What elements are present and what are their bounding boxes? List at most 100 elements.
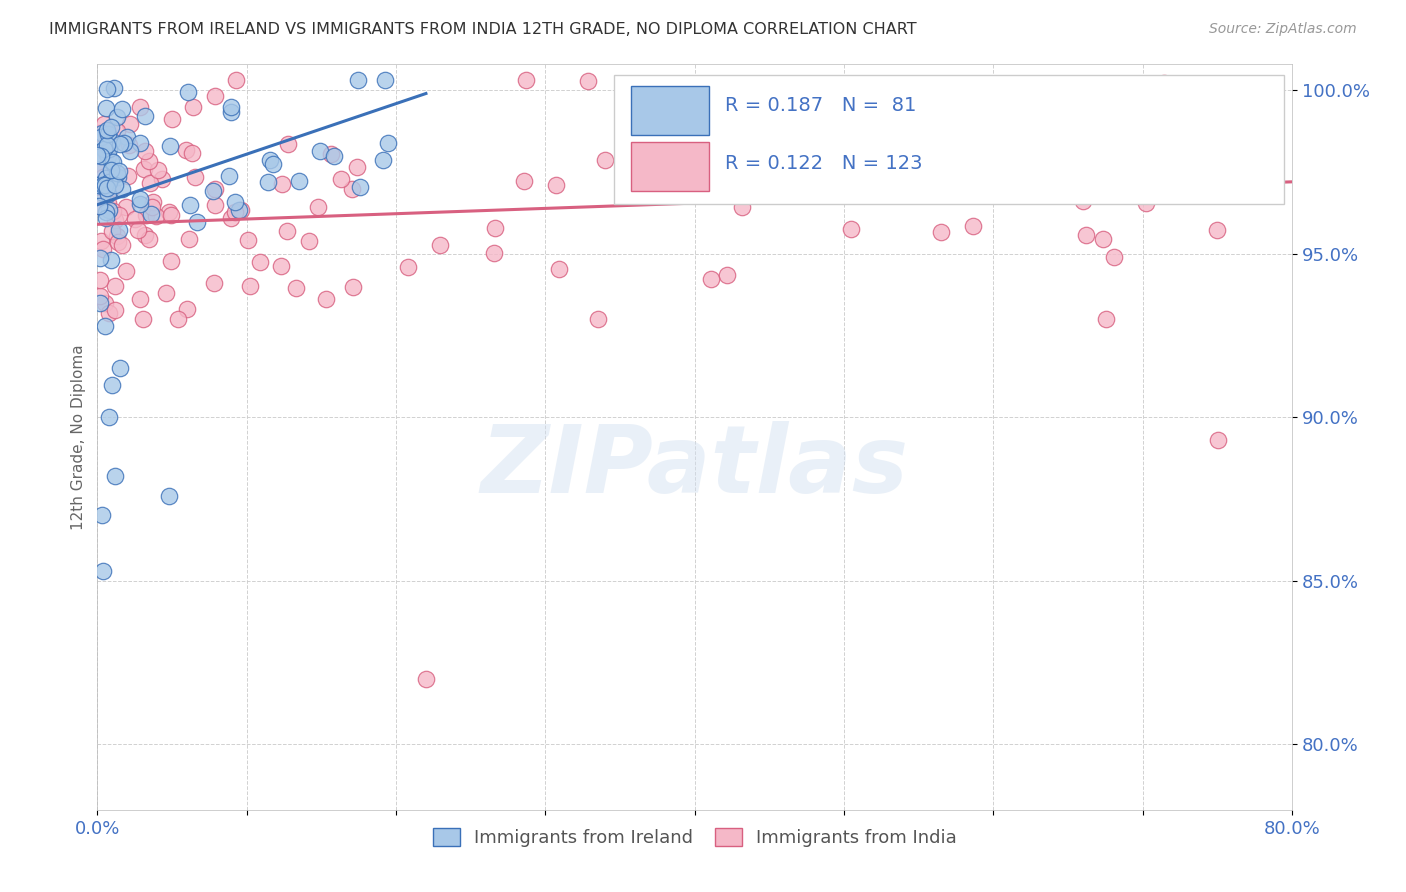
- Point: [91, 242, 114, 256]
- Point: [94, 142, 117, 156]
- Point: [87, 199, 110, 213]
- Point: [204, 89, 226, 103]
- Point: [515, 73, 537, 87]
- Point: [89, 295, 111, 310]
- Point: [128, 192, 150, 206]
- Point: [94, 295, 117, 310]
- Point: [548, 261, 571, 276]
- Text: Source: ZipAtlas.com: Source: ZipAtlas.com: [1209, 22, 1357, 37]
- Point: [204, 182, 226, 196]
- Point: [1024, 187, 1046, 202]
- Point: [89, 180, 111, 194]
- Point: [115, 264, 138, 278]
- Point: [231, 202, 253, 217]
- Point: [91, 161, 114, 176]
- Point: [90, 178, 112, 193]
- Point: [298, 234, 321, 248]
- Point: [107, 235, 129, 249]
- Point: [396, 260, 419, 274]
- Point: [277, 136, 299, 151]
- Point: [98, 410, 121, 425]
- Point: [179, 198, 201, 212]
- Point: [1078, 103, 1101, 117]
- Point: [108, 361, 131, 376]
- Point: [307, 200, 329, 214]
- Point: [90, 130, 112, 145]
- Point: [323, 149, 346, 163]
- Point: [716, 268, 738, 282]
- Point: [1102, 250, 1125, 264]
- Point: [219, 100, 242, 114]
- Point: [105, 166, 128, 180]
- Point: [159, 138, 181, 153]
- Point: [349, 180, 371, 194]
- Point: [256, 175, 278, 189]
- Text: R = 0.122   N = 123: R = 0.122 N = 123: [724, 153, 922, 172]
- Point: [221, 211, 243, 226]
- Point: [287, 174, 309, 188]
- Point: [1206, 434, 1229, 448]
- Point: [174, 143, 197, 157]
- Point: [104, 279, 127, 293]
- Point: [110, 237, 132, 252]
- Point: [239, 279, 262, 293]
- Point: [94, 101, 117, 115]
- Point: [97, 127, 120, 141]
- Point: [100, 120, 122, 134]
- Point: [87, 162, 110, 177]
- Point: [134, 228, 156, 243]
- Y-axis label: 12th Grade, No Diploma: 12th Grade, No Diploma: [72, 344, 86, 530]
- Point: [100, 253, 122, 268]
- Point: [225, 73, 247, 87]
- FancyBboxPatch shape: [613, 75, 1284, 204]
- Point: [586, 312, 609, 326]
- Point: [157, 489, 180, 503]
- Point: [1167, 112, 1189, 126]
- Point: [659, 144, 682, 158]
- Point: [93, 117, 115, 131]
- Point: [202, 184, 225, 198]
- Point: [262, 157, 284, 171]
- Point: [100, 134, 122, 148]
- Point: [977, 186, 1000, 201]
- Point: [1095, 312, 1118, 326]
- Point: [141, 200, 163, 214]
- Point: [342, 279, 364, 293]
- Point: [97, 187, 120, 202]
- Text: R = 0.187   N =  81: R = 0.187 N = 81: [724, 96, 917, 115]
- Point: [101, 204, 124, 219]
- Point: [98, 202, 121, 217]
- Point: [676, 176, 699, 190]
- Point: [89, 252, 111, 266]
- Point: [129, 136, 152, 150]
- Point: [103, 81, 125, 95]
- Point: [87, 178, 110, 192]
- Point: [89, 199, 111, 213]
- Point: [204, 198, 226, 212]
- Point: [1074, 228, 1097, 243]
- Point: [134, 161, 156, 176]
- Point: [429, 238, 451, 252]
- Point: [135, 208, 157, 222]
- Point: [97, 149, 120, 163]
- Point: [138, 232, 160, 246]
- Point: [152, 172, 174, 186]
- Point: [177, 85, 200, 99]
- Point: [91, 564, 114, 578]
- Point: [145, 210, 167, 224]
- Point: [96, 82, 118, 96]
- FancyBboxPatch shape: [631, 87, 709, 135]
- Point: [115, 200, 138, 214]
- Point: [101, 377, 124, 392]
- Point: [186, 215, 208, 229]
- Point: [731, 200, 754, 214]
- Point: [1036, 178, 1059, 193]
- Point: [117, 169, 139, 184]
- Point: [546, 178, 568, 192]
- Point: [107, 170, 129, 185]
- Point: [176, 301, 198, 316]
- Point: [118, 117, 141, 131]
- Point: [929, 225, 952, 239]
- Point: [329, 172, 352, 186]
- Point: [142, 194, 165, 209]
